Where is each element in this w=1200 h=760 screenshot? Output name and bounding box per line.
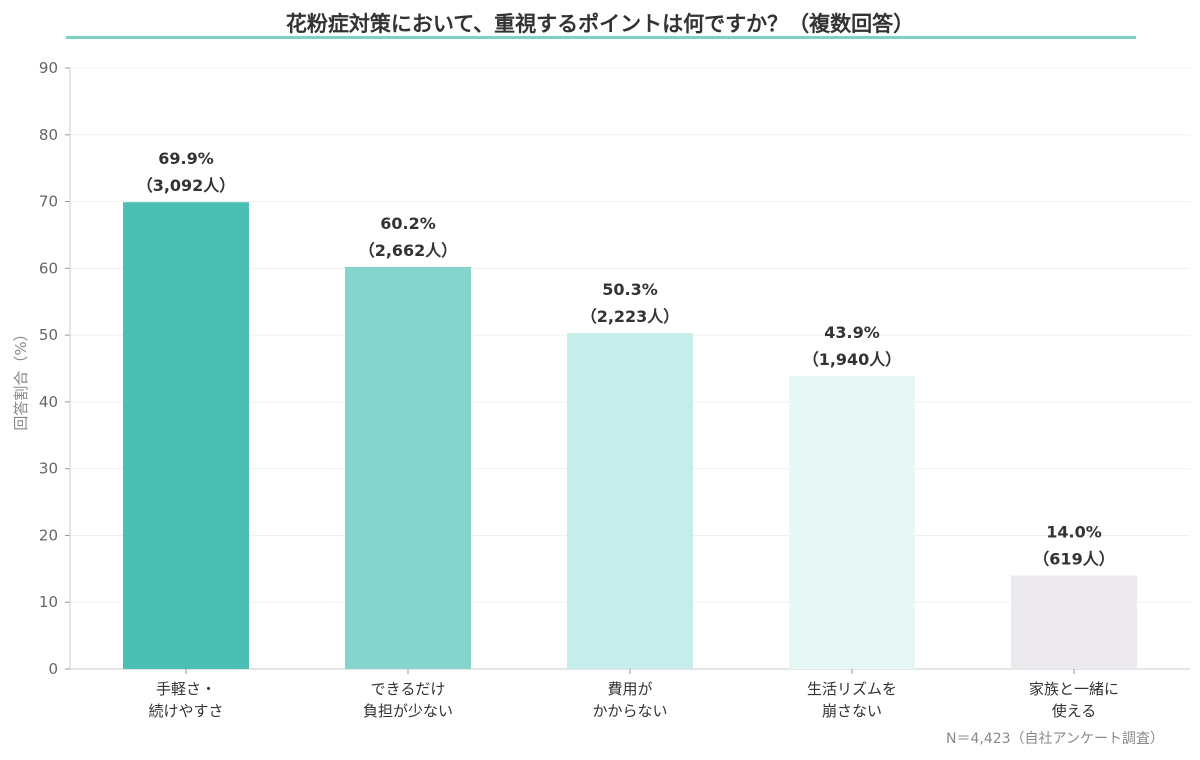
data-label-percent: 69.9% bbox=[158, 149, 214, 168]
y-tick-label: 90 bbox=[39, 59, 58, 77]
y-tick-label: 0 bbox=[48, 660, 58, 678]
x-tick-label: 崩さない bbox=[822, 702, 882, 720]
bar bbox=[789, 375, 915, 669]
y-tick-label: 70 bbox=[39, 193, 58, 211]
data-label-count: （3,092人） bbox=[137, 176, 236, 195]
y-axis-label: 回答割合（%） bbox=[12, 326, 30, 430]
sample-note: N＝4,423（自社アンケート調査） bbox=[946, 731, 1164, 747]
y-tick-label: 10 bbox=[39, 593, 58, 611]
x-tick-label: 費用が bbox=[607, 680, 652, 698]
data-label-count: （1,940人） bbox=[803, 350, 902, 369]
x-tick-label: できるだけ bbox=[371, 680, 446, 698]
y-tick-label: 40 bbox=[39, 393, 58, 411]
x-tick-label: 負担が少ない bbox=[363, 702, 453, 720]
bar bbox=[1011, 575, 1137, 669]
data-label-count: （2,662人） bbox=[359, 241, 458, 260]
data-label-percent: 43.9% bbox=[824, 323, 880, 342]
chart-title: 花粉症対策において、重視するポイントは何ですか？（複数回答） bbox=[285, 12, 915, 36]
data-label-percent: 14.0% bbox=[1046, 523, 1102, 542]
data-label-count: （619人） bbox=[1033, 550, 1114, 569]
bar bbox=[345, 266, 471, 669]
y-tick-label: 80 bbox=[39, 126, 58, 144]
data-label-percent: 50.3% bbox=[602, 280, 658, 299]
title-underline bbox=[66, 36, 1136, 39]
data-label-percent: 60.2% bbox=[380, 214, 436, 233]
x-tick-label: 手軽さ・ bbox=[156, 680, 216, 698]
bar bbox=[567, 333, 693, 669]
x-tick-label: かからない bbox=[592, 702, 667, 720]
x-tick-label: 家族と一緒に bbox=[1029, 680, 1119, 698]
y-tick-label: 30 bbox=[39, 460, 58, 478]
x-tick-label: 生活リズムを bbox=[807, 680, 897, 698]
bar bbox=[123, 202, 249, 669]
x-tick-label: 使える bbox=[1052, 702, 1097, 720]
y-tick-label: 20 bbox=[39, 526, 58, 544]
y-tick-label: 60 bbox=[39, 259, 58, 277]
data-label-count: （2,223人） bbox=[581, 307, 680, 326]
y-tick-label: 50 bbox=[39, 326, 58, 344]
x-tick-label: 続けやすさ bbox=[148, 702, 223, 720]
